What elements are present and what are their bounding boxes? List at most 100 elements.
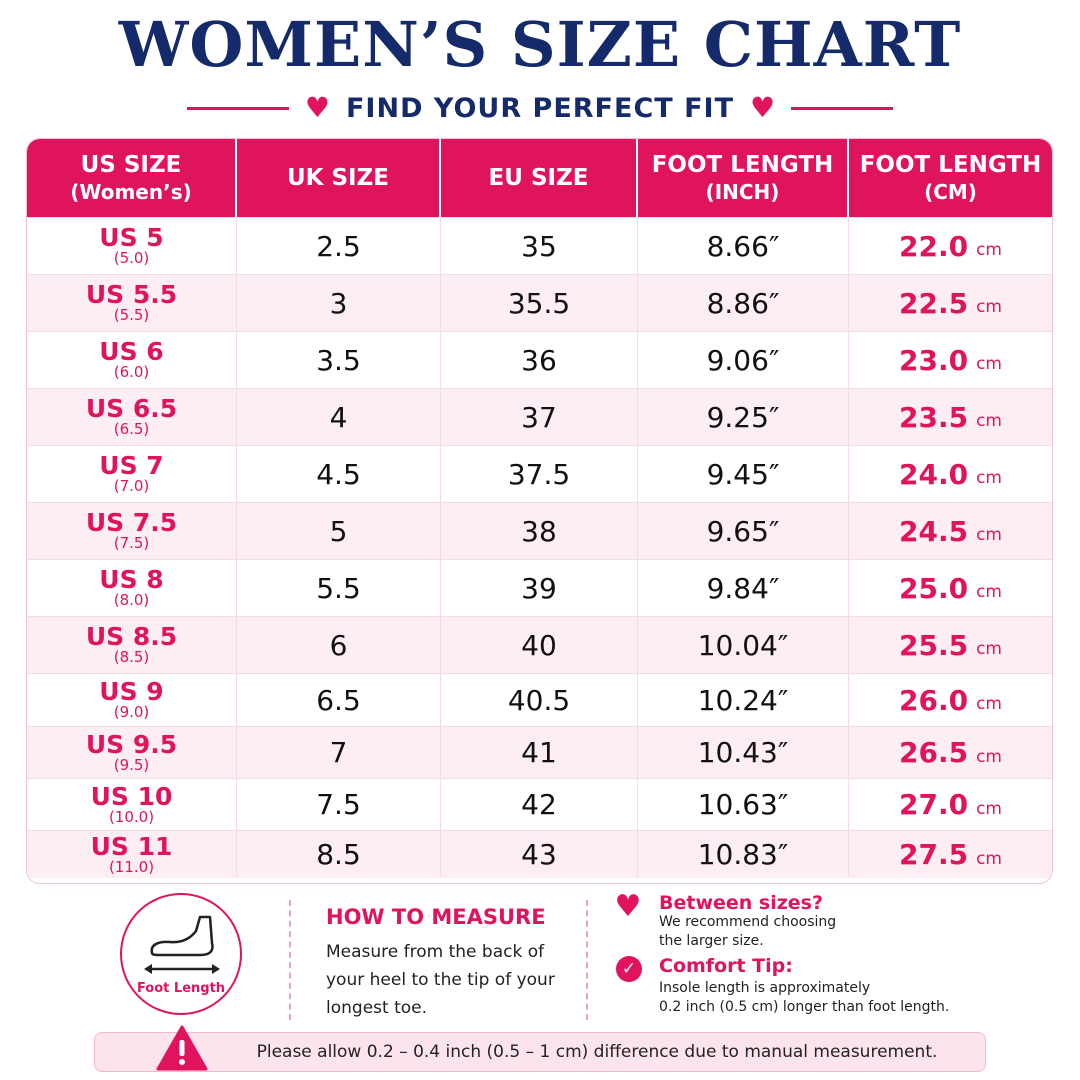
cell-foot-length-cm: 27.5 cm <box>849 831 1052 878</box>
note-text: Please allow 0.2 – 0.4 inch (0.5 – 1 cm)… <box>256 1042 938 1062</box>
subtitle-row: ♥ FIND YOUR PERFECT FIT ♥ <box>0 88 1080 128</box>
cm-unit: cm <box>976 582 1002 602</box>
cell-foot-length-inch: 8.66″ <box>638 218 849 274</box>
cell-foot-length-cm: 22.5 cm <box>849 275 1052 331</box>
us-size-number: (8.0) <box>113 591 150 610</box>
cell-foot-length-cm: 25.0 cm <box>849 560 1052 616</box>
header-foot-length-inch: FOOT LENGTH (INCH) <box>638 139 849 217</box>
us-size-number: (7.0) <box>113 477 150 496</box>
comfort-tip-heading: Comfort Tip: <box>659 955 793 977</box>
cm-unit: cm <box>976 639 1002 659</box>
table-row: US 8 (8.0) 5.5 39 9.84″ 25.0 cm <box>27 559 1052 616</box>
us-size-number: (9.0) <box>113 703 150 722</box>
header-label: FOOT LENGTH <box>859 152 1042 179</box>
how-to-measure-text: Measure from the back of your heel to th… <box>326 942 555 1018</box>
cm-unit: cm <box>976 525 1002 545</box>
cell-foot-length-inch: 9.84″ <box>638 560 849 616</box>
cell-eu-size: 40 <box>441 617 638 673</box>
us-size-label: US 5 <box>99 223 164 252</box>
between-sizes-line1: We recommend choosing <box>659 914 837 930</box>
cell-us-size: US 10 (10.0) <box>27 779 237 830</box>
cell-us-size: US 11 (11.0) <box>27 831 237 878</box>
cell-eu-size: 36 <box>441 332 638 388</box>
cell-foot-length-cm: 23.0 cm <box>849 332 1052 388</box>
cell-foot-length-cm: 25.5 cm <box>849 617 1052 673</box>
us-size-number: (9.5) <box>113 755 150 774</box>
check-circle-icon: ✓ <box>615 955 643 983</box>
header-label: US SIZE <box>80 152 182 179</box>
cell-us-size: US 9 (9.0) <box>27 674 237 726</box>
cm-value: 27.0 <box>898 788 969 821</box>
cell-uk-size: 7.5 <box>237 779 441 830</box>
header-us-size: US SIZE (Women’s) <box>27 139 237 217</box>
page-title: WOMEN’S SIZE CHART <box>118 8 962 81</box>
cm-unit: cm <box>976 411 1002 431</box>
us-size-number: (7.5) <box>113 534 150 553</box>
cm-value: 25.0 <box>898 571 969 605</box>
table-row: US 5 (5.0) 2.5 35 8.66″ 22.0 cm <box>27 217 1052 274</box>
between-sizes-line2: the larger size. <box>659 933 764 949</box>
heart-icon: ♥ <box>614 888 642 924</box>
cm-value: 26.0 <box>898 683 969 717</box>
cell-uk-size: 3.5 <box>237 332 441 388</box>
divider-dashed <box>289 900 291 1020</box>
cell-foot-length-inch: 10.83″ <box>638 831 849 878</box>
cell-eu-size: 43 <box>441 831 638 878</box>
us-size-label: US 10 <box>90 781 173 811</box>
table-row: US 7.5 (7.5) 5 38 9.65″ 24.5 cm <box>27 502 1052 559</box>
cell-eu-size: 38 <box>441 503 638 559</box>
table-row: US 6 (6.0) 3.5 36 9.06″ 23.0 cm <box>27 331 1052 388</box>
table-row: US 9 (9.0) 6.5 40.5 10.24″ 26.0 cm <box>27 673 1052 726</box>
cm-unit: cm <box>976 468 1002 488</box>
table-row: US 10 (10.0) 7.5 42 10.63″ 27.0 cm <box>27 778 1052 830</box>
cell-foot-length-cm: 26.5 cm <box>849 727 1052 778</box>
comfort-tip-line2: 0.2 inch (0.5 cm) longer than foot lengt… <box>659 999 950 1015</box>
cell-foot-length-cm: 27.0 cm <box>849 779 1052 830</box>
heart-icon: ♥ <box>304 91 330 124</box>
us-size-number: (11.0) <box>108 857 155 876</box>
cm-value: 25.5 <box>898 628 969 662</box>
cell-foot-length-inch: 10.63″ <box>638 779 849 830</box>
cell-us-size: US 6 (6.0) <box>27 332 237 388</box>
how-to-measure-title: HOW TO MEASURE <box>326 905 546 929</box>
warning-icon <box>156 1024 208 1072</box>
cell-foot-length-cm: 22.0 cm <box>849 218 1052 274</box>
us-size-number: (5.5) <box>113 306 150 325</box>
cm-unit: cm <box>976 240 1002 260</box>
comfort-tip-line1: Insole length is approximately <box>659 980 871 996</box>
cell-foot-length-inch: 8.86″ <box>638 275 849 331</box>
table-body: US 5 (5.0) 2.5 35 8.66″ 22.0 cm US 5.5 (5.5) 3 35.… <box>27 217 1052 878</box>
header-label: UK SIZE <box>286 164 390 191</box>
cell-eu-size: 37.5 <box>441 446 638 502</box>
divider-left <box>186 106 289 110</box>
header-foot-length-cm: FOOT LENGTH (CM) <box>849 139 1052 217</box>
cell-foot-length-inch: 10.43″ <box>638 727 849 778</box>
us-size-label: US 11 <box>90 831 173 861</box>
us-size-label: US 8.5 <box>85 622 178 651</box>
cm-value: 23.5 <box>898 400 969 434</box>
cell-uk-size: 8.5 <box>237 831 441 878</box>
us-size-label: US 6.5 <box>85 394 178 423</box>
us-size-number: (6.0) <box>113 363 150 382</box>
us-size-number: (5.0) <box>113 249 150 268</box>
header-sublabel: (CM) <box>924 179 977 204</box>
us-size-label: US 7.5 <box>85 508 178 537</box>
cell-uk-size: 5.5 <box>237 560 441 616</box>
table-row: US 5.5 (5.5) 3 35.5 8.86″ 22.5 cm <box>27 274 1052 331</box>
cell-foot-length-inch: 9.25″ <box>638 389 849 445</box>
cm-unit: cm <box>976 798 1002 819</box>
cell-foot-length-cm: 26.0 cm <box>849 674 1052 726</box>
cell-uk-size: 4 <box>237 389 441 445</box>
note-bar <box>94 1032 986 1072</box>
cell-uk-size: 3 <box>237 275 441 331</box>
cm-unit: cm <box>976 694 1002 714</box>
cm-value: 22.5 <box>898 286 969 320</box>
cell-us-size: US 6.5 (6.5) <box>27 389 237 445</box>
cm-value: 23.0 <box>898 343 969 377</box>
cell-eu-size: 41 <box>441 727 638 778</box>
header-label: EU SIZE <box>488 164 589 191</box>
cell-foot-length-cm: 24.0 cm <box>849 446 1052 502</box>
cell-uk-size: 6 <box>237 617 441 673</box>
table-row: US 6.5 (6.5) 4 37 9.25″ 23.5 cm <box>27 388 1052 445</box>
cell-us-size: US 8.5 (8.5) <box>27 617 237 673</box>
